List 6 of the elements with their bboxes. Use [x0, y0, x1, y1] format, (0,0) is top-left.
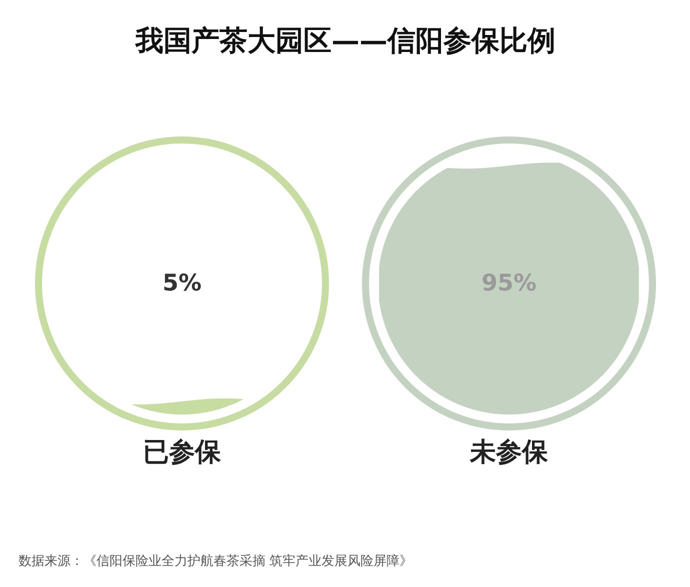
source-note: 数据来源：《信阳保险业全力护航春茶采摘 筑牢产业发展风险屏障》: [18, 553, 413, 569]
category-label: 未参保: [469, 438, 549, 468]
data-label: 95%: [481, 270, 537, 296]
text: 我国产茶大园区——信阳参保比例: [134, 24, 556, 57]
data-label: 5%: [162, 270, 202, 296]
category-label: 已参保: [143, 438, 222, 468]
